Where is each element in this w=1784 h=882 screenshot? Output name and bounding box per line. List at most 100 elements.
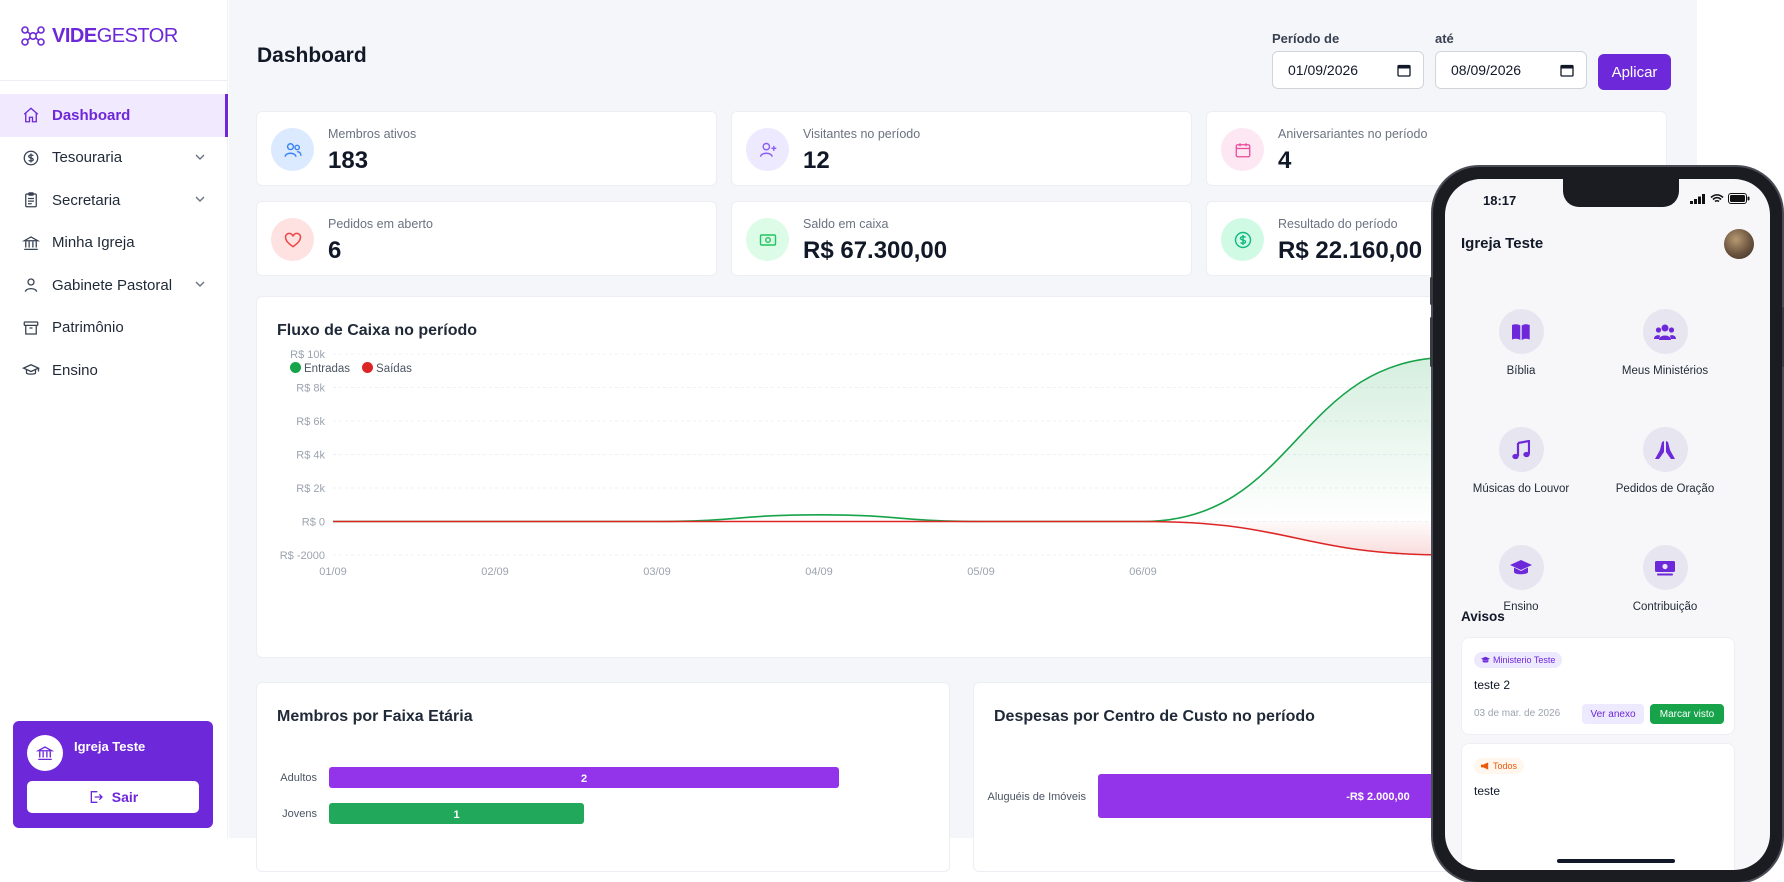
megaphone-icon bbox=[1481, 762, 1489, 770]
sidebar-divider bbox=[0, 80, 228, 81]
period-from-input[interactable]: 01/09/2026 bbox=[1272, 51, 1424, 89]
stat-value: 6 bbox=[328, 237, 342, 264]
calendar-icon[interactable] bbox=[1397, 63, 1411, 77]
stat-label: Resultado do período bbox=[1278, 217, 1398, 231]
stat-card-saldo[interactable]: Saldo em caixa R$ 67.300,00 bbox=[731, 201, 1192, 276]
dollar-circle-icon bbox=[22, 149, 40, 167]
book-icon bbox=[1512, 323, 1530, 340]
notice-date: 03 de mar. de 2026 bbox=[1474, 708, 1561, 719]
chevron-down-icon bbox=[195, 154, 205, 160]
graduation-cap-icon bbox=[22, 361, 40, 379]
legend-entradas[interactable]: Entradas bbox=[290, 362, 350, 375]
chevron-down-icon bbox=[195, 196, 205, 202]
sidebar-item-minha-igreja[interactable]: Minha Igreja bbox=[0, 222, 228, 265]
sidebar-item-tesouraria[interactable]: Tesouraria bbox=[0, 137, 228, 180]
tile-ensino[interactable]: Ensino bbox=[1461, 545, 1581, 613]
clipboard-icon bbox=[22, 191, 40, 209]
phone-volume-button bbox=[1430, 277, 1433, 305]
stat-card-membros[interactable]: Membros ativos 183 bbox=[256, 111, 717, 186]
user-card-name: Igreja Teste bbox=[74, 739, 146, 754]
stat-value: 183 bbox=[328, 147, 369, 174]
app-title: Igreja Teste bbox=[1461, 235, 1544, 252]
stat-card-pedidos[interactable]: Pedidos em aberto 6 bbox=[256, 201, 717, 276]
stat-value: 4 bbox=[1278, 147, 1292, 174]
legend-saidas[interactable]: Saídas bbox=[362, 362, 412, 375]
bank-icon bbox=[36, 746, 54, 761]
stat-value: R$ 22.160,00 bbox=[1278, 237, 1423, 264]
graduation-cap-icon bbox=[1510, 559, 1532, 574]
notice-badge: Todos bbox=[1474, 758, 1525, 774]
sidebar-item-ensino[interactable]: Ensino bbox=[0, 349, 228, 392]
stat-card-visitantes[interactable]: Visitantes no período 12 bbox=[731, 111, 1192, 186]
calendar-icon[interactable] bbox=[1560, 63, 1574, 77]
bar-adultos bbox=[329, 767, 839, 788]
series-line-saidas bbox=[333, 520, 1451, 556]
y-tick-label: R$ 8k bbox=[296, 383, 325, 395]
sidebar-item-label: Patrimônio bbox=[52, 319, 124, 337]
signal-icon bbox=[1690, 193, 1705, 204]
stat-label: Membros ativos bbox=[328, 127, 417, 141]
x-tick-label: 06/09 bbox=[1129, 566, 1157, 578]
apply-button[interactable]: Aplicar bbox=[1598, 54, 1671, 90]
stat-card-aniversariantes[interactable]: Aniversariantes no período 4 bbox=[1206, 111, 1667, 186]
tile-pedidos-oracao[interactable]: Pedidos de Oração bbox=[1605, 427, 1725, 495]
tile-biblia[interactable]: Bíblia bbox=[1461, 309, 1581, 377]
y-tick-label: R$ 4k bbox=[296, 450, 325, 462]
x-tick-label: 02/09 bbox=[481, 566, 509, 578]
avisos-title: Avisos bbox=[1461, 609, 1505, 624]
bar-category-label: Aluguéis de Imóveis bbox=[988, 791, 1087, 803]
calendar-icon bbox=[1221, 128, 1264, 171]
x-tick-label: 01/09 bbox=[319, 566, 347, 578]
dollar-circle-icon bbox=[1221, 218, 1264, 261]
group-icon bbox=[1654, 324, 1676, 340]
battery-icon bbox=[1728, 193, 1750, 204]
main-content: Dashboard Período de 01/09/2026 até 08/0… bbox=[229, 0, 1697, 872]
tile-musicas-louvor[interactable]: Músicas do Louvor bbox=[1461, 427, 1581, 495]
tile-contribuicao[interactable]: Contribuição bbox=[1605, 545, 1725, 613]
tile-meus-ministerios[interactable]: Meus Ministérios bbox=[1605, 309, 1725, 377]
x-tick-label: 03/09 bbox=[643, 566, 671, 578]
stat-label: Aniversariantes no período bbox=[1278, 127, 1428, 141]
notice-badge: Ministerio Teste bbox=[1474, 652, 1563, 668]
bar-jovens bbox=[329, 803, 584, 824]
cashflow-chart: R$ 10k R$ 8k R$ 6k R$ 4k R$ 2k R$ 0 R$ -2000 01… bbox=[280, 349, 1691, 578]
home-icon bbox=[22, 106, 40, 124]
stat-label: Visitantes no período bbox=[803, 127, 921, 141]
x-tick-label: 04/09 bbox=[805, 566, 833, 578]
period-to-input[interactable]: 08/09/2026 bbox=[1435, 51, 1587, 89]
view-attachment-button[interactable]: Ver anexo bbox=[1582, 704, 1644, 724]
age-panel-title: Membros por Faixa Etária bbox=[277, 708, 473, 725]
home-indicator bbox=[1557, 859, 1675, 863]
sidebar-nav: Dashboard Tesouraria Secretaria Minha Ig… bbox=[0, 94, 228, 392]
logout-button[interactable]: Sair bbox=[27, 781, 199, 813]
series-area-entradas bbox=[333, 357, 1451, 522]
sidebar-item-gabinete-pastoral[interactable]: Gabinete Pastoral bbox=[0, 264, 228, 307]
notice-card[interactable]: Todos teste bbox=[1461, 743, 1735, 870]
cashflow-title: Fluxo de Caixa no período bbox=[277, 322, 478, 339]
sidebar-item-dashboard[interactable]: Dashboard bbox=[0, 94, 228, 137]
status-time: 18:17 bbox=[1483, 193, 1517, 208]
stat-value: R$ 67.300,00 bbox=[803, 237, 948, 264]
sidebar-item-label: Dashboard bbox=[52, 106, 131, 124]
bar-category-label: Jovens bbox=[282, 808, 317, 820]
church-avatar bbox=[27, 735, 63, 771]
age-panel: Membros por Faixa Etária Adultos 2 Jovens 1 bbox=[256, 682, 950, 872]
y-tick-label: R$ 2k bbox=[296, 483, 325, 495]
chevron-down-icon bbox=[195, 281, 205, 287]
profile-avatar[interactable] bbox=[1724, 229, 1754, 259]
stat-label: Saldo em caixa bbox=[803, 217, 889, 231]
phone-volume-button bbox=[1430, 317, 1433, 367]
sidebar: VIDEGESTOR Dashboard Tesouraria Secretar… bbox=[0, 0, 228, 838]
cash-icon bbox=[746, 218, 789, 261]
logout-label: Sair bbox=[111, 789, 139, 805]
sidebar-item-patrimonio[interactable]: Patrimônio bbox=[0, 307, 228, 350]
archive-icon bbox=[22, 319, 40, 337]
brand-logo[interactable]: VIDEGESTOR bbox=[20, 24, 178, 48]
y-tick-label: R$ -2000 bbox=[280, 550, 325, 562]
sidebar-item-label: Ensino bbox=[52, 361, 98, 379]
music-icon bbox=[1512, 439, 1530, 459]
page-title: Dashboard bbox=[257, 44, 367, 67]
notice-card[interactable]: Ministerio Teste teste 2 03 de mar. de 2… bbox=[1461, 637, 1735, 735]
sidebar-item-secretaria[interactable]: Secretaria bbox=[0, 179, 228, 222]
mark-seen-button[interactable]: Marcar visto bbox=[1650, 704, 1724, 724]
